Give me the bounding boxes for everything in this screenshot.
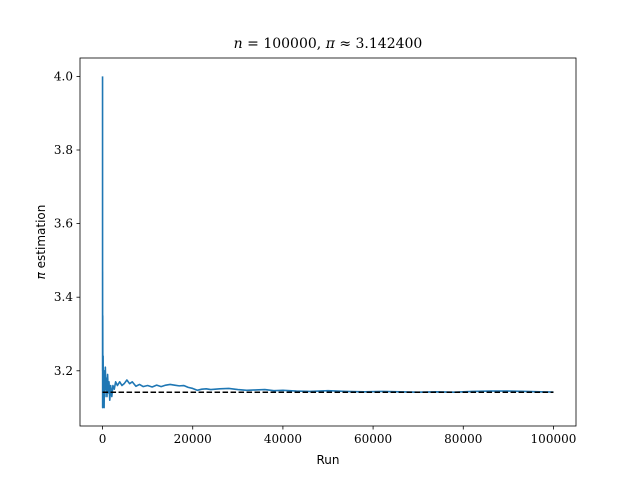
y-tick-label: 3.6 — [54, 217, 73, 231]
x-tick-label: 0 — [99, 432, 107, 446]
plot-frame — [79, 57, 577, 427]
ylabel-part-0: π — [34, 271, 48, 279]
plot-area — [79, 57, 577, 427]
estimate-line — [101, 76, 554, 409]
title-part-1: = 100000, — [243, 36, 326, 52]
title-part-2: π — [325, 36, 336, 52]
x-axis-label: Run — [316, 453, 339, 467]
ylabel-part-1: estimation — [34, 205, 48, 273]
y-tick-label: 3.2 — [54, 364, 73, 378]
y-tick-label: 3.8 — [54, 143, 73, 157]
x-tick-label: 60000 — [354, 432, 392, 446]
y-tick-label: 3.4 — [54, 290, 73, 304]
chart-title: n = 100000, π ≈ 3.142400 — [234, 36, 423, 52]
title-part-0: n — [234, 36, 243, 52]
x-axis-ticks: 0 20000 40000 60000 80000 100000 — [99, 426, 577, 446]
x-tick-label: 80000 — [444, 432, 482, 446]
title-part-3: ≈ 3.142400 — [335, 36, 422, 52]
x-tick-label: 100000 — [531, 432, 577, 446]
y-tick-label: 4.0 — [54, 69, 73, 83]
x-tick-label: 40000 — [264, 432, 302, 446]
y-axis-ticks: 3.2 3.4 3.6 3.8 4.0 — [54, 69, 80, 378]
y-axis-label: π estimation — [34, 205, 48, 280]
x-tick-label: 20000 — [174, 432, 212, 446]
